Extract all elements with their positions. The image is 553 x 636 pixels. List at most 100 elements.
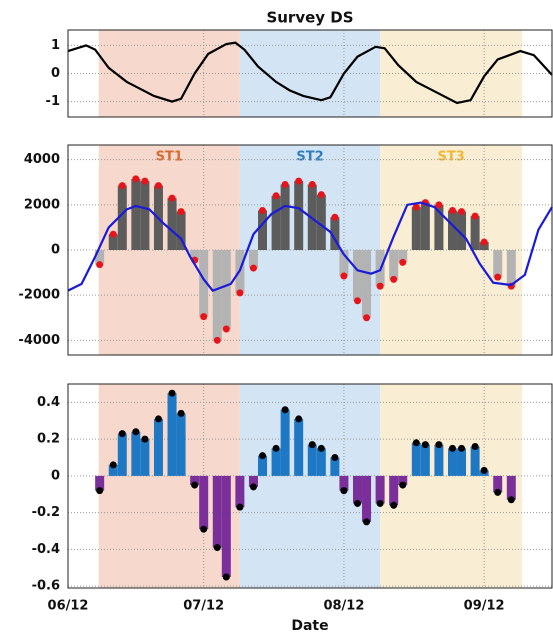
bar xyxy=(411,207,421,250)
bar xyxy=(352,250,362,301)
axes-frame xyxy=(67,144,553,356)
dot xyxy=(435,201,443,209)
bar xyxy=(271,195,281,250)
region-label: ST3 xyxy=(437,150,464,165)
bar xyxy=(167,198,177,250)
bar xyxy=(176,413,186,476)
y-tick-label: 0 xyxy=(51,66,60,81)
dot xyxy=(222,325,230,333)
bar xyxy=(280,409,290,476)
dot xyxy=(272,444,280,452)
y-tick-label: 0.4 xyxy=(37,395,60,410)
dot xyxy=(154,415,162,423)
bar xyxy=(493,475,503,493)
bar xyxy=(117,185,127,250)
axes-frame xyxy=(67,29,553,118)
bar xyxy=(457,211,467,250)
dot xyxy=(448,444,456,452)
bar xyxy=(248,250,258,269)
bar xyxy=(190,250,200,261)
bar xyxy=(398,250,408,263)
region-label: ST1 xyxy=(156,150,183,165)
axes-frame xyxy=(67,383,553,589)
bar xyxy=(470,446,480,476)
dot xyxy=(141,177,149,185)
dot xyxy=(154,182,162,190)
bar xyxy=(95,250,105,265)
dot xyxy=(308,441,316,449)
bar xyxy=(108,464,118,476)
region xyxy=(380,30,523,117)
bar xyxy=(362,250,372,318)
dot xyxy=(494,488,502,496)
dot xyxy=(480,466,488,474)
dot xyxy=(458,208,466,216)
bar xyxy=(398,475,408,486)
bar xyxy=(447,448,457,476)
bar xyxy=(212,250,222,341)
bar xyxy=(258,210,268,250)
dot xyxy=(213,544,221,552)
bar xyxy=(506,250,516,287)
dot xyxy=(191,481,199,489)
x-tick-label: 06/12 xyxy=(48,599,89,614)
y-tick-label: -4000 xyxy=(18,333,60,348)
bar xyxy=(294,181,304,250)
chart-title: Survey DS xyxy=(266,9,353,27)
x-tick-label: 09/12 xyxy=(464,599,505,614)
bar xyxy=(330,457,340,476)
dot xyxy=(507,496,515,504)
bar xyxy=(307,444,317,476)
dot xyxy=(222,573,230,581)
dot xyxy=(480,238,488,246)
bar xyxy=(330,217,340,250)
dot xyxy=(471,212,479,220)
dot xyxy=(236,289,244,297)
bar xyxy=(457,448,467,476)
bar xyxy=(339,475,349,491)
bar xyxy=(375,475,385,504)
bar xyxy=(108,234,118,250)
dot xyxy=(141,435,149,443)
dot xyxy=(272,192,280,200)
bar xyxy=(248,475,258,487)
bar xyxy=(434,204,444,250)
y-tick-label: -1 xyxy=(46,94,60,109)
x-tick-label: 07/12 xyxy=(183,599,224,614)
dot xyxy=(308,181,316,189)
dot xyxy=(363,518,371,526)
dot xyxy=(132,428,140,436)
bar xyxy=(316,448,326,476)
dot xyxy=(236,503,244,511)
dot xyxy=(249,483,257,491)
bar xyxy=(339,250,349,276)
dot xyxy=(200,525,208,533)
bar xyxy=(411,442,421,476)
dot xyxy=(96,487,104,495)
bar xyxy=(221,475,231,577)
bar xyxy=(316,194,326,250)
y-tick-label: -0.2 xyxy=(32,505,60,520)
dot xyxy=(177,208,185,216)
dot xyxy=(376,282,384,290)
bar xyxy=(470,216,480,250)
dot xyxy=(458,444,466,452)
bar xyxy=(190,475,200,486)
bar xyxy=(131,431,141,476)
bar xyxy=(140,439,150,476)
bar xyxy=(258,455,268,476)
bar xyxy=(294,418,304,476)
bar xyxy=(447,210,457,250)
dot xyxy=(421,441,429,449)
dot xyxy=(353,499,361,507)
dot xyxy=(399,258,407,266)
dot xyxy=(317,191,325,199)
y-tick-label: 2000 xyxy=(24,197,60,212)
bar xyxy=(140,181,150,250)
bar xyxy=(131,178,141,250)
bar xyxy=(420,202,430,250)
dot xyxy=(412,203,420,211)
dot xyxy=(168,389,176,397)
dot xyxy=(390,275,398,283)
dot xyxy=(118,182,126,190)
